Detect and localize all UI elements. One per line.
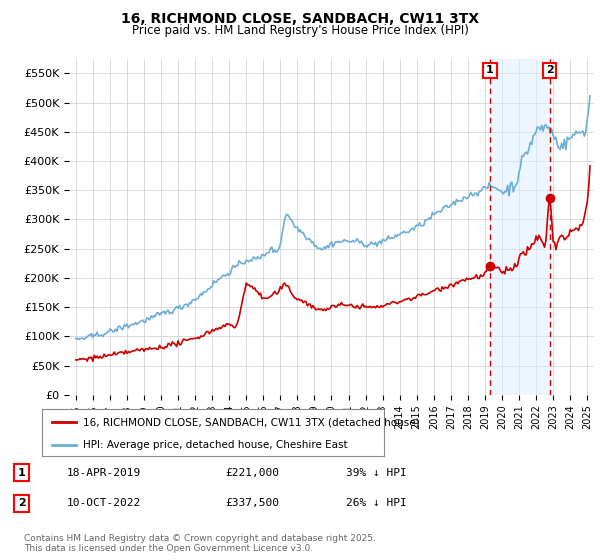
Text: Contains HM Land Registry data © Crown copyright and database right 2025.
This d: Contains HM Land Registry data © Crown c… xyxy=(24,534,376,553)
Text: 1: 1 xyxy=(18,468,26,478)
Text: 2: 2 xyxy=(18,498,26,508)
Bar xyxy=(490,59,550,395)
Text: 1: 1 xyxy=(486,66,494,76)
Text: Price paid vs. HM Land Registry's House Price Index (HPI): Price paid vs. HM Land Registry's House … xyxy=(131,24,469,37)
Text: 2: 2 xyxy=(546,66,554,76)
Text: 39% ↓ HPI: 39% ↓ HPI xyxy=(346,468,407,478)
Text: £337,500: £337,500 xyxy=(225,498,279,508)
Text: 16, RICHMOND CLOSE, SANDBACH, CW11 3TX (detached house): 16, RICHMOND CLOSE, SANDBACH, CW11 3TX (… xyxy=(83,417,419,427)
Text: 18-APR-2019: 18-APR-2019 xyxy=(67,468,141,478)
Text: 10-OCT-2022: 10-OCT-2022 xyxy=(67,498,141,508)
Text: £221,000: £221,000 xyxy=(225,468,279,478)
Text: 26% ↓ HPI: 26% ↓ HPI xyxy=(346,498,407,508)
Text: HPI: Average price, detached house, Cheshire East: HPI: Average price, detached house, Ches… xyxy=(83,440,347,450)
Text: 16, RICHMOND CLOSE, SANDBACH, CW11 3TX: 16, RICHMOND CLOSE, SANDBACH, CW11 3TX xyxy=(121,12,479,26)
